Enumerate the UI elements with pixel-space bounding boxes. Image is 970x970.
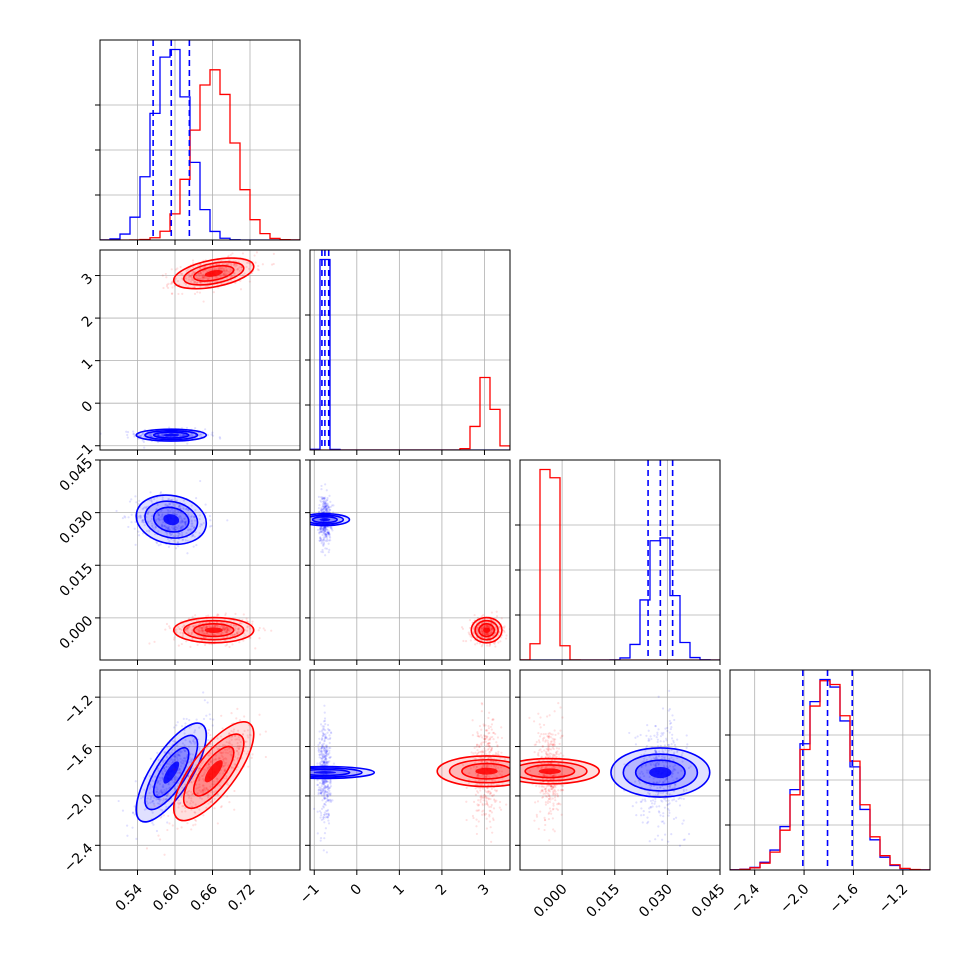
panel-frame-3-0 — [99, 669, 301, 871]
scatter-panel-3-0 — [100, 670, 300, 870]
y-tick-label-3-1: −2.0 — [61, 791, 96, 826]
x-tick-label-3-1: −2.0 — [777, 881, 812, 916]
density-core-series-1 — [475, 767, 498, 775]
x-tick-label-3-2: −1.6 — [827, 881, 862, 916]
x-tick-label-3-3: −1.2 — [876, 881, 911, 916]
y-tick-label-3-3: −1.2 — [61, 692, 96, 727]
hist-panel-3 — [730, 670, 930, 870]
y-tick-label-1-4: 3 — [79, 271, 97, 289]
density-core-series-0 — [163, 761, 180, 784]
scatter-panel-3-1 — [310, 670, 510, 870]
scatter-points-series-1 — [461, 702, 510, 843]
y-tick-label-1-1: 0 — [79, 398, 97, 416]
y-tick-label-2-1: 0.015 — [57, 560, 97, 600]
density-core-series-1 — [204, 269, 223, 277]
hist-line-series-0 — [730, 678, 930, 870]
panel-frame-3-3 — [729, 669, 931, 871]
x-tick-label-0-1: 0.60 — [150, 881, 183, 914]
density-core-series-0 — [313, 771, 337, 774]
panel-frame-3-1 — [309, 669, 511, 871]
hist-line-series-1 — [310, 376, 510, 450]
x-tick-label-1-3: 2 — [433, 881, 451, 899]
x-tick-label-2-2: 0.030 — [636, 881, 676, 921]
density-core-series-1 — [538, 768, 561, 775]
x-tick-label-0-3: 0.72 — [225, 881, 258, 914]
panel-frame-2-2 — [519, 459, 721, 661]
panel-frame-3-2 — [519, 669, 721, 871]
hist-line-series-0 — [310, 258, 510, 450]
hist-line-series-1 — [100, 69, 300, 240]
density-core-series-0 — [319, 518, 331, 521]
x-tick-label-0-0: 0.54 — [113, 881, 146, 914]
panel-frame-1-1 — [309, 249, 511, 451]
x-tick-label-3-0: −2.4 — [728, 881, 763, 916]
x-tick-label-2-0: 0.000 — [531, 881, 571, 921]
x-tick-label-1-1: 0 — [348, 881, 366, 899]
x-tick-label-1-2: 1 — [390, 881, 408, 899]
y-tick-label-2-2: 0.030 — [57, 508, 97, 548]
x-tick-label-2-1: 0.015 — [584, 881, 624, 921]
panel-frame-2-1 — [309, 459, 511, 661]
y-tick-label-3-2: −1.6 — [61, 742, 96, 777]
x-tick-label-1-4: 3 — [475, 881, 493, 899]
hist-panel-0 — [100, 40, 300, 240]
hist-line-series-1 — [520, 468, 720, 660]
y-tick-label-3-0: −2.4 — [61, 840, 96, 875]
density-core-series-1 — [483, 627, 491, 634]
panel-frame-2-0 — [99, 459, 301, 661]
hist-line-series-0 — [520, 537, 720, 660]
y-tick-label-1-2: 1 — [79, 356, 97, 374]
x-tick-label-1-0: −1 — [297, 881, 323, 907]
density-core-series-1 — [204, 627, 223, 634]
scatter-panel-3-2 — [520, 670, 720, 870]
scatter-panel-2-1 — [310, 460, 510, 660]
x-tick-label-2-3: 0.045 — [689, 881, 729, 921]
hist-panel-2 — [520, 460, 720, 660]
scatter-panel-1-0 — [100, 250, 300, 450]
density-core-series-0 — [163, 433, 180, 437]
hist-line-series-0 — [100, 48, 300, 240]
scatter-panel-2-0 — [100, 460, 300, 660]
y-tick-label-1-3: 2 — [79, 313, 97, 331]
hist-line-series-1 — [730, 680, 930, 870]
panel-frame-1-0 — [99, 249, 301, 451]
density-core-series-0 — [163, 514, 180, 526]
density-core-series-1 — [204, 760, 223, 783]
panel-frame-0-0 — [99, 39, 301, 241]
density-core-series-0 — [649, 766, 672, 778]
y-tick-label-2-0: 0.000 — [57, 613, 97, 653]
hist-panel-1 — [310, 250, 510, 450]
x-tick-label-0-2: 0.66 — [188, 881, 221, 914]
